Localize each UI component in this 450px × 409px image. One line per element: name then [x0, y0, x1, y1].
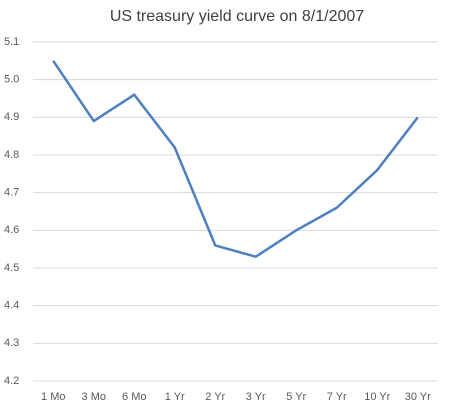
y-tick-label: 4.9 — [4, 111, 19, 123]
x-tick-label: 10 Yr — [364, 391, 390, 403]
x-tick-label: 1 Mo — [41, 391, 65, 403]
y-tick-label: 4.6 — [4, 224, 19, 236]
y-tick-label: 5.1 — [4, 36, 19, 48]
y-tick-label: 4.8 — [4, 149, 19, 161]
y-tick-label: 4.2 — [4, 375, 19, 387]
x-tick-label: 3 Mo — [82, 391, 106, 403]
x-tick-label: 3 Yr — [246, 391, 266, 403]
x-tick-label: 5 Yr — [286, 391, 306, 403]
x-tick-label: 6 Mo — [122, 391, 146, 403]
y-tick-label: 4.5 — [4, 262, 19, 274]
y-tick-label: 4.3 — [4, 337, 19, 349]
x-tick-label: 30 Yr — [405, 391, 431, 403]
chart-title: US treasury yield curve on 8/1/2007 — [110, 8, 364, 25]
y-tick-label: 5.0 — [4, 74, 19, 86]
x-tick-label: 1 Yr — [165, 391, 185, 403]
y-tick-label: 4.4 — [4, 300, 19, 312]
x-tick-label: 2 Yr — [205, 391, 225, 403]
y-tick-label: 4.7 — [4, 187, 19, 199]
x-tick-label: 7 Yr — [327, 391, 347, 403]
line — [52, 60, 419, 258]
